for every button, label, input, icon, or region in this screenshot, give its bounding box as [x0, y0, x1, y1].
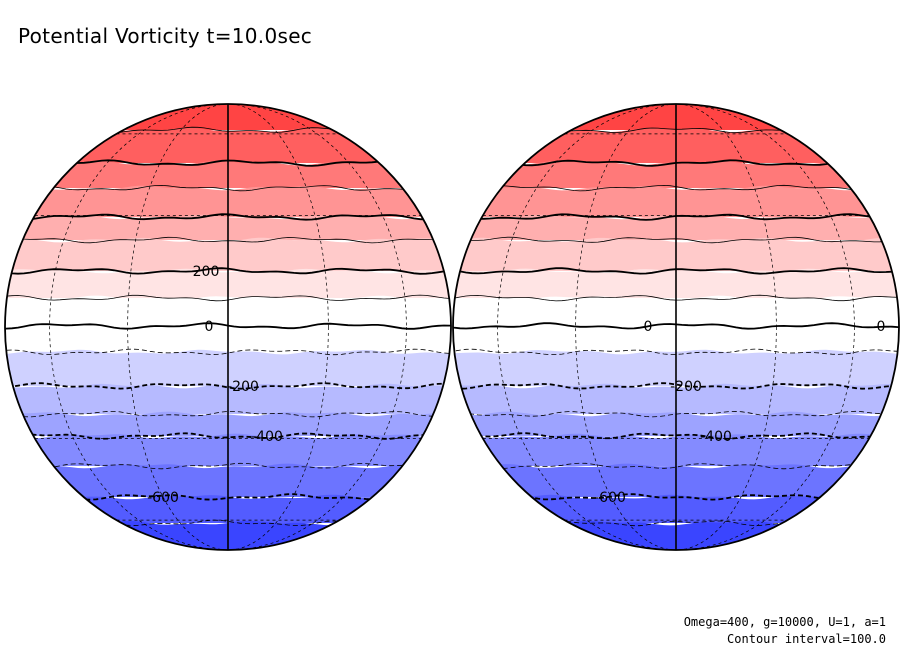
contour-label: -400 [700, 429, 732, 445]
positive-contour [5, 236, 451, 244]
positive-contour [453, 184, 899, 192]
contour-label: -200 [670, 379, 702, 395]
contour-label: -400 [251, 429, 283, 445]
contour-interval-note: Contour interval=100.0 [727, 632, 886, 646]
contour-label: -600 [147, 490, 179, 506]
positive-contour [5, 267, 451, 275]
globe-outline [4, 103, 452, 551]
negative-contour [453, 410, 899, 418]
positive-contour [5, 184, 451, 192]
plot-title: Potential Vorticity t=10.0sec [18, 24, 313, 48]
negative-contour [5, 462, 451, 470]
contour-label: 0 [877, 319, 886, 335]
contour-label: 0 [205, 319, 214, 335]
globe-right: 0 0 -200 -400 -600 [452, 103, 900, 551]
globe-left: 200 0 -200 -400 -600 [4, 103, 452, 551]
parameters-note: Omega=400, g=10000, U=1, a=1 [683, 615, 886, 629]
negative-contour [5, 382, 451, 390]
positive-contour [453, 236, 899, 244]
globe-outline [452, 103, 900, 551]
meridian-line [497, 104, 855, 550]
negative-contour [5, 432, 451, 440]
negative-contour [453, 382, 899, 390]
contour-label: -200 [227, 379, 259, 395]
contour-label: 0 [644, 319, 653, 335]
negative-contour [5, 348, 451, 356]
contour-label: -600 [594, 490, 626, 506]
negative-contour [453, 493, 899, 501]
contour-label: 200 [193, 264, 220, 280]
positive-contour [5, 294, 451, 302]
positive-contour [453, 322, 899, 330]
negative-contour [453, 348, 899, 355]
positive-contour [453, 267, 899, 275]
positive-contour [453, 213, 899, 221]
positive-contour [5, 322, 451, 330]
meridian-line [127, 104, 329, 550]
meridian-line [49, 104, 407, 550]
meridian-line [575, 104, 777, 550]
positive-contour [453, 294, 899, 302]
negative-contour [5, 411, 451, 418]
negative-contour [453, 462, 899, 470]
